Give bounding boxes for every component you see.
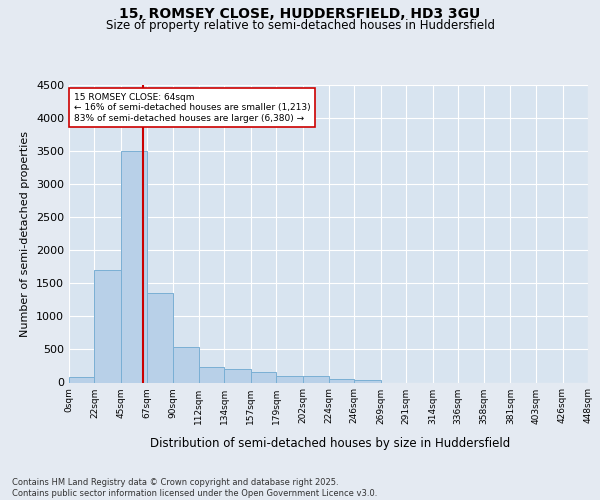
Bar — [277, 376, 303, 382]
Bar — [224, 370, 251, 382]
Text: Distribution of semi-detached houses by size in Huddersfield: Distribution of semi-detached houses by … — [150, 438, 510, 450]
Bar — [199, 366, 224, 382]
Text: Contains HM Land Registry data © Crown copyright and database right 2025.
Contai: Contains HM Land Registry data © Crown c… — [12, 478, 377, 498]
Bar — [251, 372, 277, 382]
Text: 15 ROMSEY CLOSE: 64sqm
← 16% of semi-detached houses are smaller (1,213)
83% of : 15 ROMSEY CLOSE: 64sqm ← 16% of semi-det… — [74, 93, 310, 122]
Bar — [329, 379, 354, 382]
Bar — [303, 376, 329, 382]
Bar — [173, 348, 199, 382]
Text: 15, ROMSEY CLOSE, HUDDERSFIELD, HD3 3GU: 15, ROMSEY CLOSE, HUDDERSFIELD, HD3 3GU — [119, 8, 481, 22]
Bar — [94, 270, 121, 382]
Text: Size of property relative to semi-detached houses in Huddersfield: Size of property relative to semi-detach… — [106, 19, 494, 32]
Bar — [354, 380, 380, 382]
Bar — [121, 151, 146, 382]
Bar — [69, 377, 94, 382]
Bar — [146, 293, 173, 382]
Y-axis label: Number of semi-detached properties: Number of semi-detached properties — [20, 130, 31, 337]
